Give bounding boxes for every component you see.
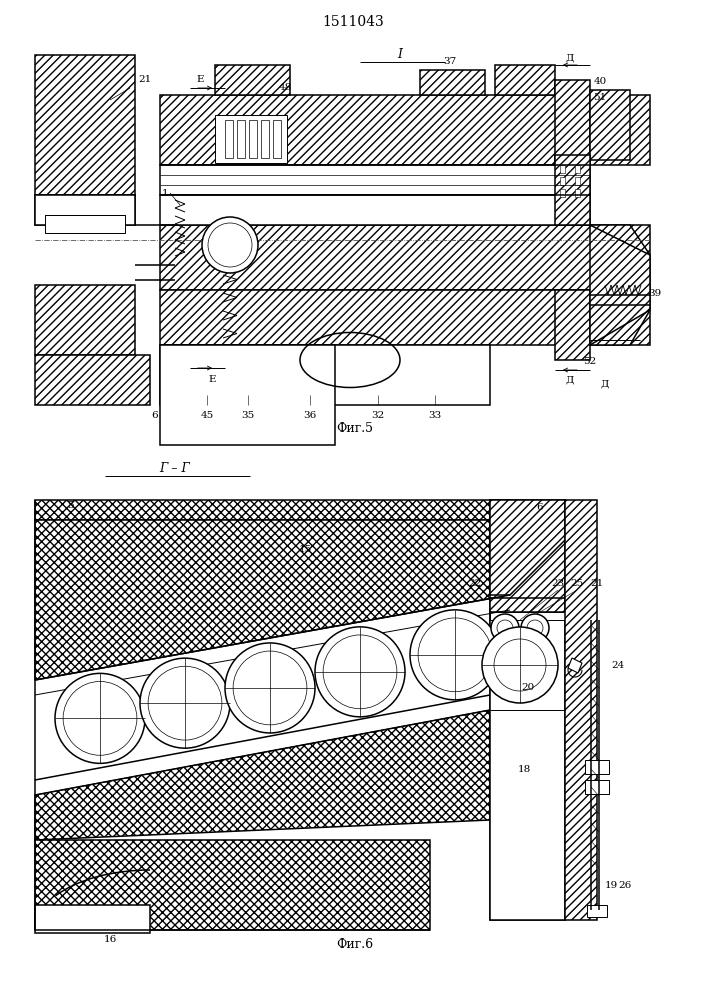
Polygon shape [565, 500, 597, 920]
Polygon shape [490, 612, 565, 620]
Text: Д: Д [566, 53, 574, 62]
Circle shape [491, 614, 519, 642]
Polygon shape [237, 120, 245, 158]
Text: Фиг.6: Фиг.6 [337, 938, 373, 952]
Text: 21: 21 [138, 76, 151, 85]
Polygon shape [261, 120, 269, 158]
Polygon shape [495, 65, 555, 95]
Polygon shape [35, 905, 150, 933]
Circle shape [315, 627, 405, 717]
Polygon shape [490, 500, 565, 920]
Text: 6: 6 [537, 504, 543, 512]
Text: 5: 5 [66, 500, 74, 510]
Text: 48: 48 [279, 83, 291, 92]
Polygon shape [160, 195, 590, 225]
Polygon shape [490, 500, 565, 595]
Circle shape [55, 673, 145, 763]
Polygon shape [249, 120, 257, 158]
Text: 20: 20 [521, 684, 534, 692]
Text: 26: 26 [618, 880, 631, 890]
Text: 37: 37 [443, 57, 457, 66]
Polygon shape [568, 658, 582, 673]
Text: 16: 16 [103, 936, 117, 944]
Text: 40: 40 [593, 78, 607, 87]
Text: E: E [197, 76, 204, 85]
Text: 45: 45 [200, 410, 214, 420]
Polygon shape [45, 215, 125, 233]
Polygon shape [35, 710, 490, 840]
Text: Г – Г: Г – Г [160, 462, 190, 475]
Polygon shape [225, 120, 233, 158]
Polygon shape [160, 165, 590, 195]
Circle shape [410, 610, 500, 700]
Polygon shape [585, 760, 609, 774]
Polygon shape [575, 189, 580, 197]
Polygon shape [35, 840, 430, 930]
Text: 39: 39 [648, 288, 662, 298]
Polygon shape [587, 905, 607, 917]
Polygon shape [555, 80, 590, 165]
Text: 1511043: 1511043 [322, 15, 385, 29]
Text: 23: 23 [551, 578, 565, 587]
Text: 25: 25 [571, 578, 583, 587]
Polygon shape [585, 780, 609, 794]
Polygon shape [35, 520, 510, 680]
Text: 24: 24 [612, 660, 624, 670]
Text: 6: 6 [152, 410, 158, 420]
Text: 15: 15 [298, 546, 312, 554]
Circle shape [521, 614, 549, 642]
Polygon shape [490, 598, 565, 612]
Polygon shape [35, 195, 135, 225]
Text: E: E [209, 375, 216, 384]
Polygon shape [215, 115, 287, 163]
Polygon shape [160, 345, 335, 445]
Polygon shape [35, 285, 135, 355]
Text: 36: 36 [303, 410, 317, 420]
Text: I: I [397, 48, 402, 62]
Text: Д: Д [601, 379, 609, 388]
Polygon shape [590, 90, 630, 160]
Polygon shape [273, 120, 281, 158]
Polygon shape [575, 177, 580, 185]
Text: 51: 51 [593, 94, 607, 103]
Polygon shape [560, 189, 565, 197]
Text: 52: 52 [583, 358, 597, 366]
Polygon shape [590, 225, 650, 345]
Polygon shape [560, 177, 565, 185]
Circle shape [202, 217, 258, 273]
Polygon shape [490, 610, 565, 920]
Polygon shape [35, 195, 135, 225]
Circle shape [482, 627, 558, 703]
Text: Фиг.5: Фиг.5 [337, 422, 373, 434]
Polygon shape [160, 225, 650, 290]
Text: 19: 19 [605, 880, 618, 890]
Polygon shape [215, 65, 290, 95]
Polygon shape [555, 155, 590, 225]
Polygon shape [160, 290, 650, 345]
Text: 33: 33 [428, 410, 442, 420]
Polygon shape [555, 290, 590, 360]
Text: 22: 22 [468, 578, 481, 587]
Circle shape [225, 643, 315, 733]
Text: 35: 35 [241, 410, 255, 420]
Text: 21: 21 [590, 578, 604, 587]
Circle shape [140, 658, 230, 748]
Polygon shape [35, 355, 150, 405]
Polygon shape [560, 165, 565, 173]
Text: 1: 1 [161, 188, 168, 198]
Polygon shape [160, 345, 490, 405]
Polygon shape [160, 95, 650, 165]
Polygon shape [35, 500, 510, 520]
Text: Д: Д [566, 375, 574, 384]
Polygon shape [575, 165, 580, 173]
Polygon shape [35, 55, 135, 195]
Text: 18: 18 [518, 766, 531, 774]
Circle shape [208, 223, 252, 267]
Text: 32: 32 [371, 410, 385, 420]
Polygon shape [420, 70, 485, 95]
